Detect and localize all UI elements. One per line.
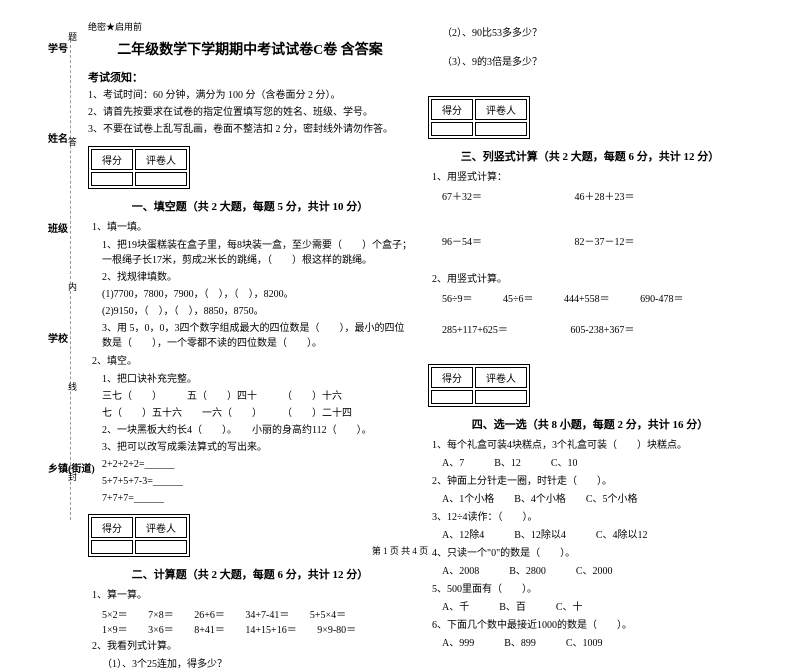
eq: 67＋32＝ — [442, 188, 482, 203]
field-school: 学校 — [48, 330, 68, 345]
field-class: 班级 — [48, 220, 68, 235]
eq: 285+117+625＝ — [442, 321, 508, 336]
s2-q1h: 1、算一算。 — [92, 588, 412, 603]
s4-q2o: A、1个小格 B、4个小格 C、5个小格 — [442, 492, 752, 507]
s1-q2-1b: 七（ ）五十六 一六（ ） （ ）二十四 — [102, 406, 412, 421]
score-box-4: 得分评卷人 — [428, 364, 530, 407]
s2-q2-3: （3）、9的3倍是多少？ — [442, 55, 752, 70]
score-box-1: 得分评卷人 — [88, 146, 190, 189]
page-footer: 第 1 页 共 4 页 — [0, 544, 800, 557]
score-label: 得分 — [91, 517, 133, 538]
section-3-title: 三、列竖式计算（共 2 大题，每题 6 分，共计 12 分） — [428, 148, 752, 164]
s1-q2: 2、填空。 — [92, 354, 412, 369]
eq: 690-478＝ — [640, 290, 683, 305]
score-box-3: 得分评卷人 — [428, 96, 530, 139]
notice-3: 3、不要在试卷上乱写乱画，卷面不整洁扣 2 分，密封线外请勿作答。 — [88, 123, 412, 137]
notice-2: 2、请首先按要求在试卷的指定位置填写您的姓名、班级、学号。 — [88, 106, 412, 120]
grader-label: 评卷人 — [135, 149, 187, 170]
exam-title: 二年级数学下学期期中考试试卷C卷 含答案 — [88, 39, 412, 59]
eq: 34+7-41＝ — [245, 606, 289, 621]
binding-margin — [15, 10, 75, 530]
s3-q1a: 67＋32＝ 46＋28＋23＝ — [442, 188, 752, 203]
s4-q3: 3、12÷4读作：（ ）。 — [432, 510, 752, 525]
s1-q2-2: 2、一块黑板大约长4（ ）。 小丽的身高约112（ ）。 — [102, 423, 412, 438]
notice-heading: 考试须知： — [88, 69, 412, 85]
s3-q2a: 56÷9＝ 45÷6＝ 444+558＝ 690-478＝ — [442, 290, 752, 305]
eq: 605-238+367＝ — [570, 321, 634, 336]
section-2-title: 二、计算题（共 2 大题，每题 6 分，共计 12 分） — [88, 566, 412, 582]
s1-q2-1a: 三七（ ） 五（ ）四十 （ ）十六 — [102, 389, 412, 404]
left-column: 绝密★启用前 二年级数学下学期期中考试试卷C卷 含答案 考试须知： 1、考试时间… — [80, 20, 420, 530]
s1-q2-3c: 7+7+7=______ — [102, 491, 412, 506]
s4-q4o: A、2008 B、2800 C、2000 — [442, 564, 752, 579]
s1-q1-2a: (1)7700，7800，7900，（ ），（ ），8200。 — [102, 287, 412, 302]
score-label: 得分 — [91, 149, 133, 170]
s4-q6: 6、下面几个数中最接近1000的数是（ ）。 — [432, 618, 752, 633]
s3-q2b: 285+117+625＝ 605-238+367＝ — [442, 321, 752, 336]
eq: 1×9＝ — [102, 621, 128, 636]
s1-q2-3b: 5+7+5+7-3=______ — [102, 474, 412, 489]
s4-q5o: A、千 B、百 C、十 — [442, 600, 752, 615]
s2-r1: 5×2＝ 7×8＝ 26+6＝ 34+7-41＝ 5+5×4＝ — [102, 606, 412, 621]
s1-q1-2b: (2)9150，（ ），（ ），8850，8750。 — [102, 304, 412, 319]
section-4-title: 四、选一选（共 8 小题，每题 2 分，共计 16 分） — [428, 416, 752, 432]
secret-label: 绝密★启用前 — [88, 20, 412, 33]
s1-q2-1h: 1、把口诀补充完整。 — [102, 372, 412, 387]
s2-q2h: 2、我看列式计算。 — [92, 639, 412, 654]
s4-q1o: A、7 B、12 C、10 — [442, 456, 752, 471]
eq: 82－37－12＝ — [575, 233, 635, 248]
eq: 7×8＝ — [148, 606, 174, 621]
eq: 444+558＝ — [564, 290, 610, 305]
seal-char-5: 封 — [68, 470, 77, 483]
s2-q2-2: （2）、90比53多多少？ — [442, 26, 752, 41]
section-1-title: 一、填空题（共 2 大题，每题 5 分，共计 10 分） — [88, 198, 412, 214]
grader-label: 评卷人 — [135, 517, 187, 538]
s3-q1b: 96－54＝ 82－37－12＝ — [442, 233, 752, 248]
eq: 26+6＝ — [194, 606, 225, 621]
eq: 8+41＝ — [194, 621, 225, 636]
field-student-id: 学号 — [48, 40, 68, 55]
s4-q2: 2、钟面上分针走一圈，时针走（ ）。 — [432, 474, 752, 489]
s2-r2: 1×9＝ 3×6＝ 8+41＝ 14+15+16＝ 9×9-80＝ — [102, 621, 412, 636]
s4-q3o: A、12除4 B、12除以4 C、4除以12 — [442, 528, 752, 543]
s1-q1-1: 1、把19块蛋糕装在盒子里，每8块装一盒，至少需要（ ）个盒子；一根绳子长17米… — [102, 238, 412, 268]
field-name: 姓名 — [48, 130, 68, 145]
eq: 45÷6＝ — [503, 290, 534, 305]
eq: 46＋28＋23＝ — [575, 188, 635, 203]
seal-char-1: 题 — [68, 30, 77, 43]
eq: 5+5×4＝ — [310, 606, 346, 621]
s3-q2h: 2、用竖式计算。 — [432, 272, 752, 287]
score-label: 得分 — [431, 367, 473, 388]
eq: 9×9-80＝ — [317, 621, 356, 636]
eq: 14+15+16＝ — [245, 621, 296, 636]
s4-q6o: A、999 B、899 C、1009 — [442, 636, 752, 651]
eq: 56÷9＝ — [442, 290, 473, 305]
seal-char-2: 答 — [68, 135, 77, 148]
s1-q2-3a: 2+2+2+2=______ — [102, 457, 412, 472]
eq: 5×2＝ — [102, 606, 128, 621]
s2-q2-1: （1）、3个25连加，得多少？ — [102, 657, 412, 672]
seal-char-3: 内 — [68, 280, 77, 293]
s1-q1-3: 3、用 5，0，0，3四个数字组成最大的四位数是（ ），最小的四位数是（ ），一… — [102, 321, 412, 351]
eq: 3×6＝ — [148, 621, 174, 636]
s4-q1: 1、每个礼盒可装4块糕点，3个礼盒可装（ ）块糕点。 — [432, 438, 752, 453]
grader-label: 评卷人 — [475, 367, 527, 388]
s1-q1: 1、填一填。 — [92, 220, 412, 235]
page-content: 绝密★启用前 二年级数学下学期期中考试试卷C卷 含答案 考试须知： 1、考试时间… — [0, 0, 800, 530]
grader-label: 评卷人 — [475, 99, 527, 120]
right-column: （2）、90比53多多少？ （3）、9的3倍是多少？ 得分评卷人 三、列竖式计算… — [420, 20, 760, 530]
eq: 96－54＝ — [442, 233, 482, 248]
s4-q5: 5、500里面有（ ）。 — [432, 582, 752, 597]
notice-1: 1、考试时间：60 分钟，满分为 100 分（含卷面分 2 分）。 — [88, 89, 412, 103]
score-label: 得分 — [431, 99, 473, 120]
s3-q1h: 1、用竖式计算： — [432, 170, 752, 185]
s1-q1-2h: 2、找规律填数。 — [102, 270, 412, 285]
s1-q2-3h: 3、把可以改写成乘法算式的写出来。 — [102, 440, 412, 455]
seal-char-4: 线 — [68, 380, 77, 393]
